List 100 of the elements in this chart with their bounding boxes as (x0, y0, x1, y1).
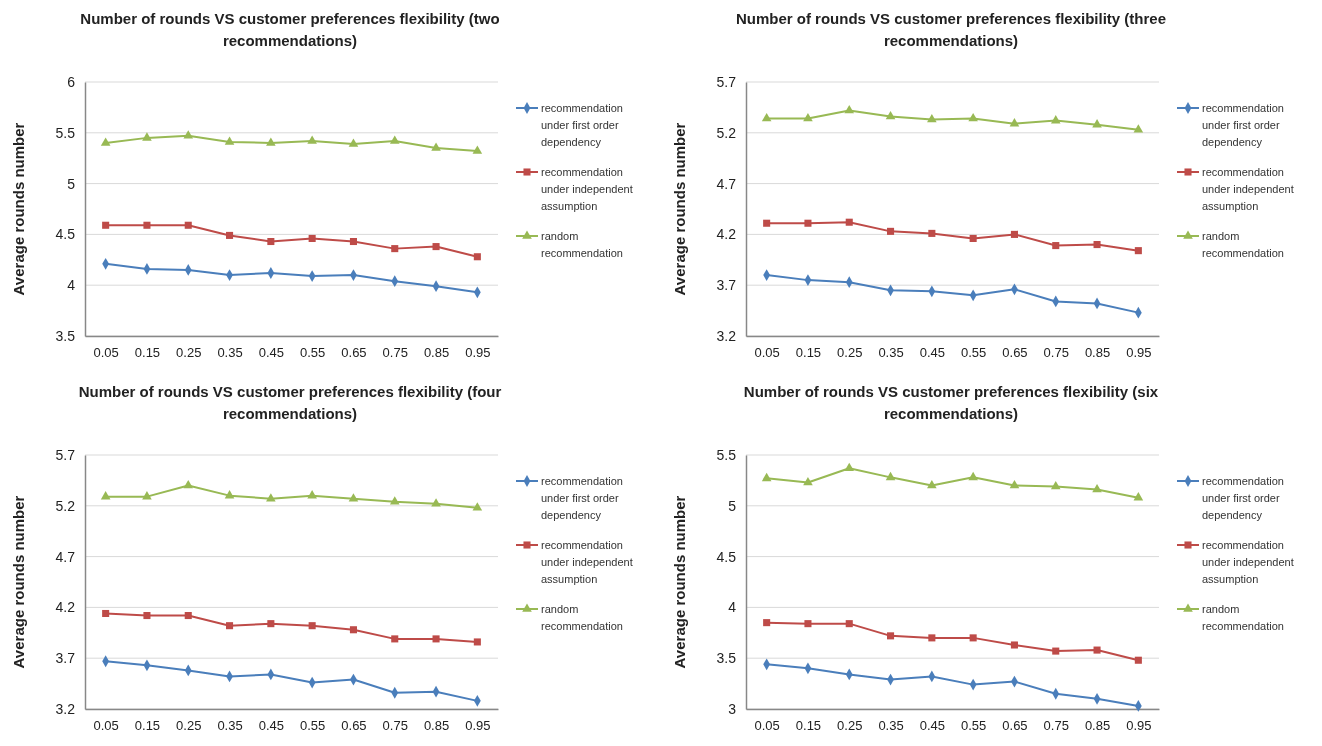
point (804, 219, 812, 227)
point (266, 493, 276, 502)
x-tick-label: 0.35 (217, 718, 243, 734)
x-tick-label: 0.45 (258, 345, 285, 361)
y-tick-label: 4 (67, 277, 76, 294)
point (845, 218, 853, 226)
legend-label: random recommendation (1202, 230, 1284, 259)
point (1009, 118, 1020, 127)
y-tick-label: 5.2 (55, 497, 76, 514)
x-tick-label: 0.35 (878, 345, 904, 361)
x-tick-label: 0.15 (795, 718, 822, 734)
point (389, 135, 400, 144)
point (224, 490, 235, 499)
point (1052, 647, 1060, 655)
x-tick-label: 0.75 (1043, 345, 1069, 361)
point (183, 130, 194, 139)
y-axis-title: Average rounds number (10, 495, 27, 669)
point (431, 142, 441, 151)
point (307, 135, 317, 144)
y-tick-label: 3.5 (716, 650, 737, 667)
y-tick-label: 5 (67, 175, 76, 192)
x-tick-label: 0.85 (423, 345, 450, 361)
point (100, 137, 111, 146)
x-tick-label: 0.55 (960, 345, 987, 361)
x-tick-label: 0.75 (382, 345, 408, 361)
point (432, 635, 440, 643)
point (763, 219, 771, 227)
legend-label: recommendation under first order dependency (1202, 475, 1284, 521)
point (102, 609, 110, 618)
chart-title: Number of rounds VS customer preferences flexibility (four recommendations) (78, 383, 502, 422)
point (431, 498, 441, 507)
legend-label: recommendation under first order dependency (541, 102, 623, 148)
point (267, 237, 275, 246)
y-tick-label: 5.7 (716, 73, 737, 90)
y-tick-label: 4.2 (716, 226, 737, 243)
y-tick-label: 3.2 (55, 700, 76, 717)
x-tick-label: 0.95 (1126, 345, 1152, 361)
point (432, 243, 440, 251)
x-tick-label: 0.15 (134, 345, 161, 361)
point (1010, 230, 1018, 238)
chart-title: Number of rounds VS customer preferences flexibility (six recommendations) (743, 383, 1159, 422)
point (1133, 492, 1144, 501)
x-tick-label: 0.75 (382, 718, 408, 734)
point (348, 493, 359, 502)
y-tick-label: 3.5 (55, 327, 76, 344)
y-tick-label: 5.2 (716, 124, 737, 141)
point (1133, 124, 1144, 133)
y-tick-label: 4 (728, 599, 737, 616)
legend-label: random recommendation (541, 603, 623, 632)
point (969, 634, 977, 642)
chart-title: Number of rounds VS customer preferences flexibility (two recommendations) (80, 10, 500, 49)
point (224, 136, 235, 145)
x-tick-label: 0.55 (299, 718, 326, 734)
point (885, 110, 896, 120)
x-tick-label: 0.65 (1002, 345, 1028, 361)
x-tick-label: 0.15 (134, 718, 161, 734)
point (844, 462, 855, 471)
y-tick-label: 3.7 (55, 650, 76, 667)
point (389, 496, 400, 505)
point (226, 231, 234, 239)
point (143, 611, 151, 620)
point (928, 229, 936, 237)
x-tick-label: 0.25 (176, 345, 202, 361)
y-tick-label: 4.2 (55, 599, 76, 616)
y-tick-label: 4.7 (55, 548, 76, 565)
point (1093, 646, 1101, 654)
y-tick-label: 6 (67, 73, 76, 90)
point (100, 491, 111, 500)
point (472, 502, 483, 511)
point (391, 635, 399, 643)
point (763, 619, 771, 627)
x-tick-label: 0.65 (1002, 718, 1028, 734)
point (761, 472, 772, 482)
point (102, 221, 110, 229)
point (1010, 641, 1018, 649)
x-tick-label: 0.05 (754, 718, 780, 734)
point (226, 622, 234, 630)
x-tick-label: 0.85 (423, 718, 450, 734)
point (349, 237, 357, 246)
x-tick-label: 0.25 (837, 718, 863, 734)
x-tick-label: 0.65 (341, 345, 367, 361)
point (473, 638, 481, 646)
point (968, 113, 978, 122)
point (307, 490, 317, 499)
y-tick-label: 5.7 (55, 446, 76, 463)
x-tick-label: 0.75 (1043, 718, 1069, 734)
point (968, 471, 978, 481)
x-tick-label: 0.65 (341, 718, 367, 734)
x-tick-label: 0.55 (299, 345, 326, 361)
x-tick-label: 0.95 (1126, 718, 1152, 734)
point (183, 479, 194, 489)
legend-label: recommendation under independent assumption (1202, 166, 1294, 212)
point (969, 234, 977, 242)
point (844, 104, 855, 114)
point (1052, 242, 1060, 250)
x-tick-label: 0.05 (93, 345, 119, 361)
point (1134, 656, 1142, 664)
legend-label: random recommendation (541, 230, 623, 259)
point (266, 137, 276, 146)
point (1092, 483, 1102, 493)
